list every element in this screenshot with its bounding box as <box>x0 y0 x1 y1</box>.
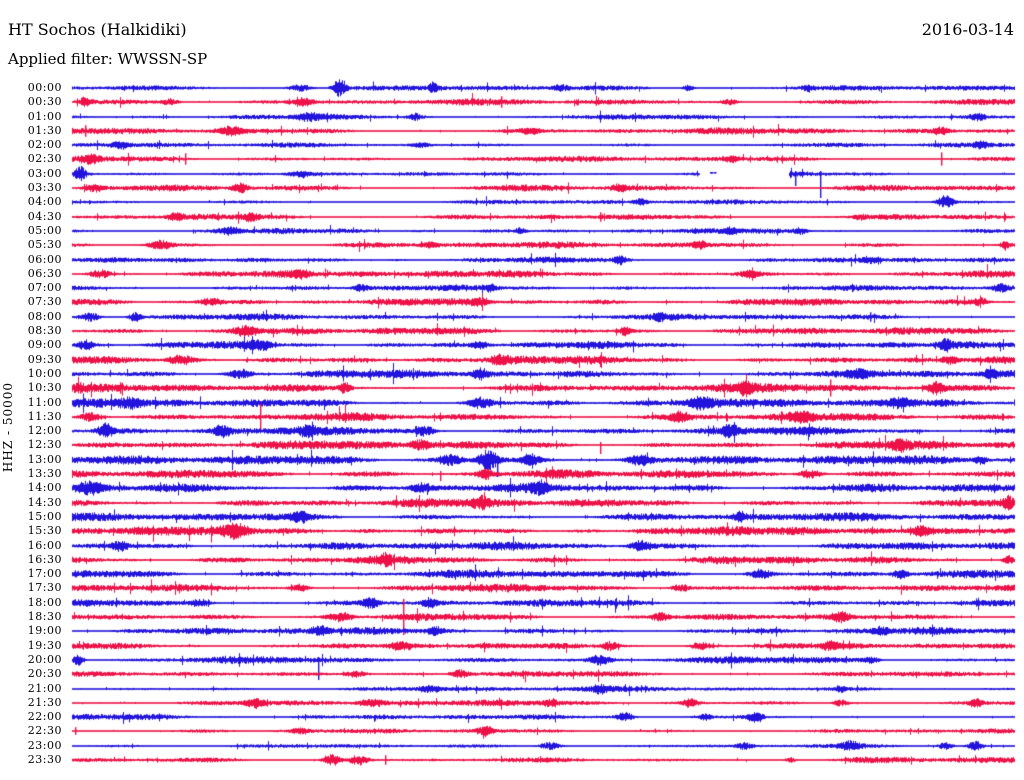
time-label: 10:00 <box>27 366 62 380</box>
station-title: HT Sochos (Halkidiki) <box>8 20 187 39</box>
time-label: 23:00 <box>27 738 62 752</box>
time-label: 16:30 <box>27 552 62 566</box>
time-label: 00:30 <box>27 95 62 109</box>
time-label: 04:30 <box>27 209 62 223</box>
time-label: 15:30 <box>27 524 62 538</box>
time-label: 10:30 <box>27 381 62 395</box>
time-label: 13:30 <box>27 467 62 481</box>
time-label: 03:30 <box>27 181 62 195</box>
time-label: 05:00 <box>27 223 62 237</box>
applied-filter-label: Applied filter: WWSSN-SP <box>8 50 208 68</box>
time-label: 17:30 <box>27 581 62 595</box>
time-label: 22:30 <box>27 724 62 738</box>
time-label: 19:00 <box>27 624 62 638</box>
time-label: 11:30 <box>27 409 62 423</box>
time-label: 07:00 <box>27 281 62 295</box>
time-label: 14:30 <box>27 495 62 509</box>
time-label: 21:00 <box>27 681 62 695</box>
time-label: 22:00 <box>27 710 62 724</box>
time-label: 02:30 <box>27 152 62 166</box>
time-label: 06:00 <box>27 252 62 266</box>
time-label: 07:30 <box>27 295 62 309</box>
time-label: 05:30 <box>27 238 62 252</box>
time-label: 00:00 <box>27 81 62 94</box>
date-label: 2016-03-14 <box>921 20 1014 39</box>
time-label: 18:30 <box>27 610 62 624</box>
time-label: 17:00 <box>27 567 62 581</box>
time-label: 12:00 <box>27 424 62 438</box>
time-label: 03:00 <box>27 166 62 180</box>
time-label: 12:30 <box>27 438 62 452</box>
time-label: 02:00 <box>27 138 62 152</box>
time-label: 15:00 <box>27 509 62 523</box>
time-label: 21:30 <box>27 695 62 709</box>
time-label: 20:30 <box>27 667 62 681</box>
time-label: 08:00 <box>27 309 62 323</box>
time-label: 13:00 <box>27 452 62 466</box>
time-label: 01:30 <box>27 123 62 137</box>
time-label: 09:00 <box>27 338 62 352</box>
time-label: 20:00 <box>27 652 62 666</box>
time-label: 11:00 <box>27 395 62 409</box>
time-label: 19:30 <box>27 638 62 652</box>
time-label: 23:30 <box>27 753 62 766</box>
time-label: 09:30 <box>27 352 62 366</box>
time-label: 01:00 <box>27 109 62 123</box>
time-label: 06:30 <box>27 266 62 280</box>
time-label: 08:30 <box>27 324 62 338</box>
time-label: 14:00 <box>27 481 62 495</box>
time-label: 04:00 <box>27 195 62 209</box>
time-label: 16:00 <box>27 538 62 552</box>
time-label: 18:00 <box>27 595 62 609</box>
